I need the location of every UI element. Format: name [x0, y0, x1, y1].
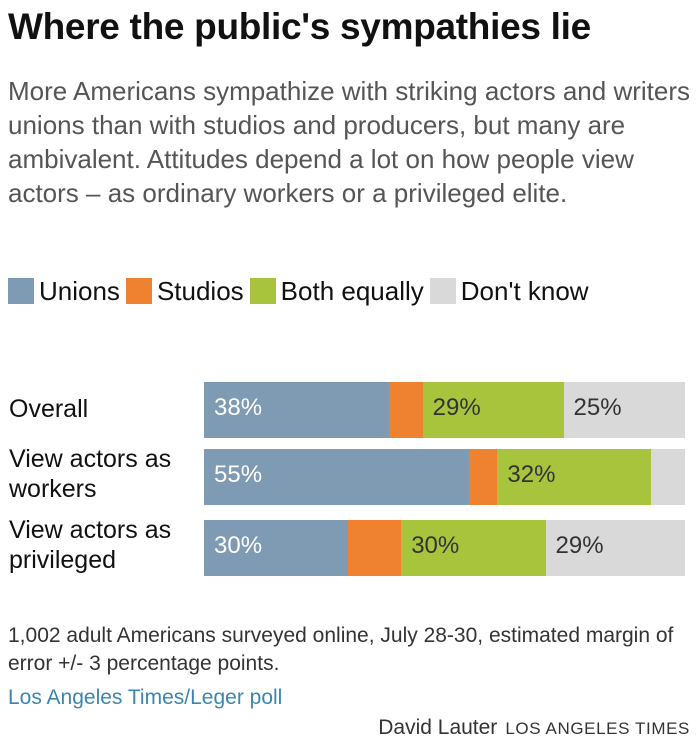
data-label: 30%: [411, 532, 460, 559]
legend-swatch: [125, 278, 152, 304]
legend-label: Both equally: [280, 276, 424, 306]
row-label: Overall: [9, 395, 89, 423]
legend-item-studios: Studios: [125, 270, 244, 312]
bar-segment-studios: [388, 382, 423, 438]
bar-row: 55% 32%: [204, 449, 685, 505]
bar-segment-dont-know: 25%: [563, 382, 685, 438]
legend-item-unions: Unions: [8, 270, 120, 312]
bar-segment-dont-know: [651, 449, 685, 505]
row-label: View actors as: [9, 445, 172, 473]
data-label: 25%: [573, 394, 622, 421]
legend-label: Studios: [156, 276, 244, 306]
row-label: privileged: [9, 546, 117, 574]
data-label: 29%: [555, 532, 604, 559]
bar-segment-both: 32%: [497, 449, 652, 505]
methodology-note: 1,002 adult Americans surveyed online, J…: [8, 624, 674, 675]
bar-row: 30% 30% 29%: [204, 520, 685, 576]
legend-swatch: [249, 278, 276, 304]
chart-title: Where the public's sympathies lie: [8, 6, 591, 47]
bar-segment-both: 29%: [422, 382, 564, 438]
bar-segment-unions: 30%: [204, 520, 349, 576]
legend-label: Unions: [39, 276, 120, 306]
legend-label: Don't know: [460, 276, 589, 306]
bar-row: 38% 29% 25%: [204, 382, 685, 438]
chart-subtitle: More Americans sympathize with striking …: [8, 76, 691, 208]
bar-segment-unions: 55%: [204, 449, 469, 505]
legend-item-both: Both equally: [249, 270, 424, 312]
credit-author: David Lauter: [378, 716, 498, 739]
legend-swatch: [8, 278, 34, 304]
legend: Unions Studios Both equally Don't know: [8, 270, 698, 312]
legend-swatch: [429, 278, 456, 304]
data-label: 30%: [214, 532, 263, 559]
data-label: 29%: [432, 394, 481, 421]
bar-segment-studios: [468, 449, 498, 505]
data-label: 32%: [507, 461, 556, 488]
legend-item-dont-know: Don't know: [429, 270, 589, 312]
credit-org: LOS ANGELES TIMES: [505, 719, 690, 738]
credit: David Lauter LOS ANGELES TIMES: [378, 716, 690, 740]
source-link[interactable]: Los Angeles Times/Leger poll: [8, 686, 283, 709]
bar-segment-unions: 38%: [204, 382, 389, 438]
row-label: View actors as: [9, 516, 172, 544]
data-label: 55%: [214, 461, 263, 488]
data-label: 38%: [214, 394, 263, 421]
row-label: workers: [9, 475, 97, 503]
bar-segment-dont-know: 29%: [545, 520, 685, 576]
bar-segment-studios: [348, 520, 402, 576]
bar-segment-both: 30%: [401, 520, 546, 576]
